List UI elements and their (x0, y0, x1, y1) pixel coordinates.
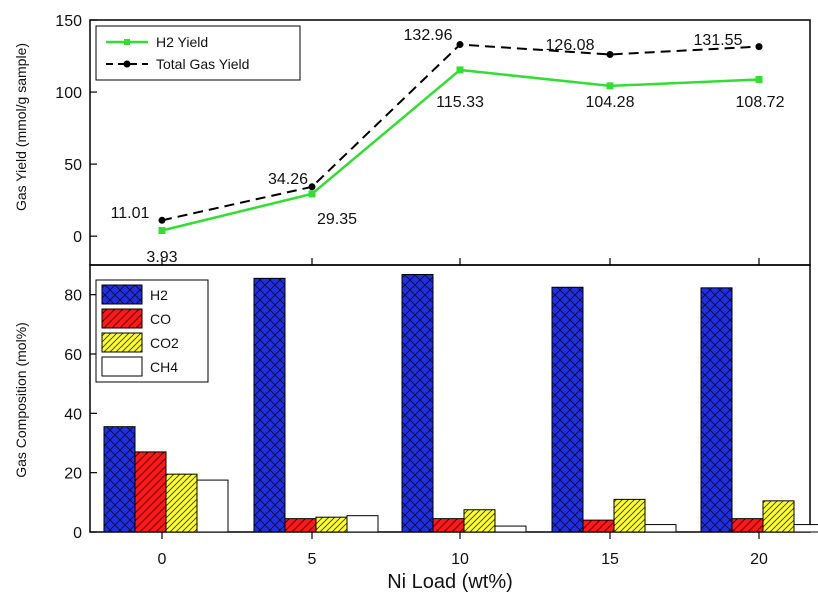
bar-y-tick-label: 0 (73, 525, 82, 542)
bar-co-20 (731, 518, 764, 533)
line-y-tick-label: 150 (55, 13, 82, 30)
legend-co2-label: CO2 (150, 335, 179, 351)
bar-x-tick-label: 0 (158, 551, 167, 568)
line-y-tick-label: 100 (55, 85, 82, 102)
bar-ch4-10 (494, 525, 527, 533)
legend-co-label: CO (150, 311, 171, 327)
line-legend: H2 Yield Total Gas Yield (95, 25, 301, 81)
total-gas-yield-data-label: 11.01 (111, 205, 150, 222)
h2-yield-data-label: 3.93 (146, 249, 177, 266)
bar-co-5 (284, 518, 317, 533)
bar-y-tick-label: 40 (64, 406, 82, 423)
line-series-group (158, 41, 763, 235)
point-total-gas-yield-10 (456, 41, 464, 49)
point-h2-yield-0 (158, 227, 166, 235)
bar-ch4-20 (793, 524, 818, 533)
bar-ch4-15 (644, 524, 677, 533)
h2-yield-data-label: 108.72 (736, 94, 785, 111)
line-y-axis: 0 50 100 150 (55, 13, 760, 265)
legend-h2-swatch (101, 284, 143, 305)
total-gas-yield-data-label: 34.26 (268, 171, 308, 188)
bar-ch4-0 (196, 479, 229, 533)
bar-y-tick-label: 60 (64, 347, 82, 364)
bar-h2-5 (253, 277, 286, 533)
legend-total-gas-label: Total Gas Yield (156, 56, 249, 72)
bar-co-15 (582, 519, 615, 533)
total-gas-yield-data-label: 132.96 (404, 27, 453, 44)
bar-co2-0 (165, 473, 198, 533)
point-h2-yield-15 (606, 82, 614, 90)
bar-ch4-5 (346, 515, 379, 533)
line-data-labels: 3.93 29.35 115.33 104.28 108.72 11.01 34.26 132… (111, 27, 785, 266)
point-h2-yield-20 (755, 75, 763, 83)
bar-y-tick-label: 80 (64, 288, 82, 305)
bar-y-axis: 0 20 40 60 80 (64, 288, 97, 542)
point-total-gas-yield-20 (755, 43, 763, 51)
bar-co2-15 (613, 498, 646, 533)
legend-co-swatch (101, 308, 143, 329)
bar-x-tick-label: 5 (308, 551, 317, 568)
bar-legend: H2 CO CO2 CH4 (95, 279, 209, 383)
line-y-axis-title: Gas Yield (mmol/g sample) (13, 43, 29, 211)
bar-y-axis-title: Gas Composition (mol%) (13, 322, 29, 478)
point-total-gas-yield-5 (308, 183, 316, 191)
legend-h2-yield-marker (124, 39, 130, 45)
legend-co2-swatch (101, 332, 143, 353)
bar-h2-15 (551, 286, 584, 533)
h2-yield-data-label: 115.33 (436, 94, 484, 111)
bar-series-group (103, 273, 818, 533)
bar-x-tick-label: 10 (451, 551, 469, 568)
line-legend-box (95, 25, 301, 81)
legend-h2-yield-label: H2 Yield (156, 34, 208, 50)
bar-h2-0 (103, 426, 136, 533)
line-y-tick-label: 0 (73, 229, 82, 246)
point-h2-yield-5 (308, 190, 316, 198)
bar-x-tick-label: 20 (750, 551, 768, 568)
legend-ch4-swatch (101, 356, 143, 377)
bar-x-axis: 0 5 10 15 20 (158, 532, 768, 568)
point-total-gas-yield-0 (158, 216, 166, 224)
bar-co-0 (134, 451, 167, 533)
bar-co2-20 (762, 500, 795, 533)
line-y-tick-label: 50 (64, 157, 82, 174)
point-total-gas-yield-15 (606, 50, 614, 58)
h2-yield-data-label: 104.28 (586, 94, 635, 111)
bar-x-axis-title: Ni Load (wt%) (387, 571, 513, 593)
bar-co-10 (432, 518, 465, 533)
legend-h2-label: H2 (150, 287, 168, 303)
total-gas-yield-data-label: 131.55 (694, 32, 743, 49)
total-gas-yield-data-label: 126.08 (546, 37, 595, 54)
bar-co2-10 (463, 509, 496, 533)
bar-co2-5 (315, 516, 348, 533)
bar-h2-10 (401, 273, 434, 533)
legend-total-gas-marker (123, 60, 131, 68)
bar-y-tick-label: 20 (64, 466, 82, 483)
bar-x-tick-label: 15 (601, 551, 619, 568)
legend-ch4-label: CH4 (150, 359, 178, 375)
bar-h2-20 (700, 287, 733, 533)
point-h2-yield-10 (456, 66, 464, 74)
h2-yield-data-label: 29.35 (317, 211, 357, 228)
